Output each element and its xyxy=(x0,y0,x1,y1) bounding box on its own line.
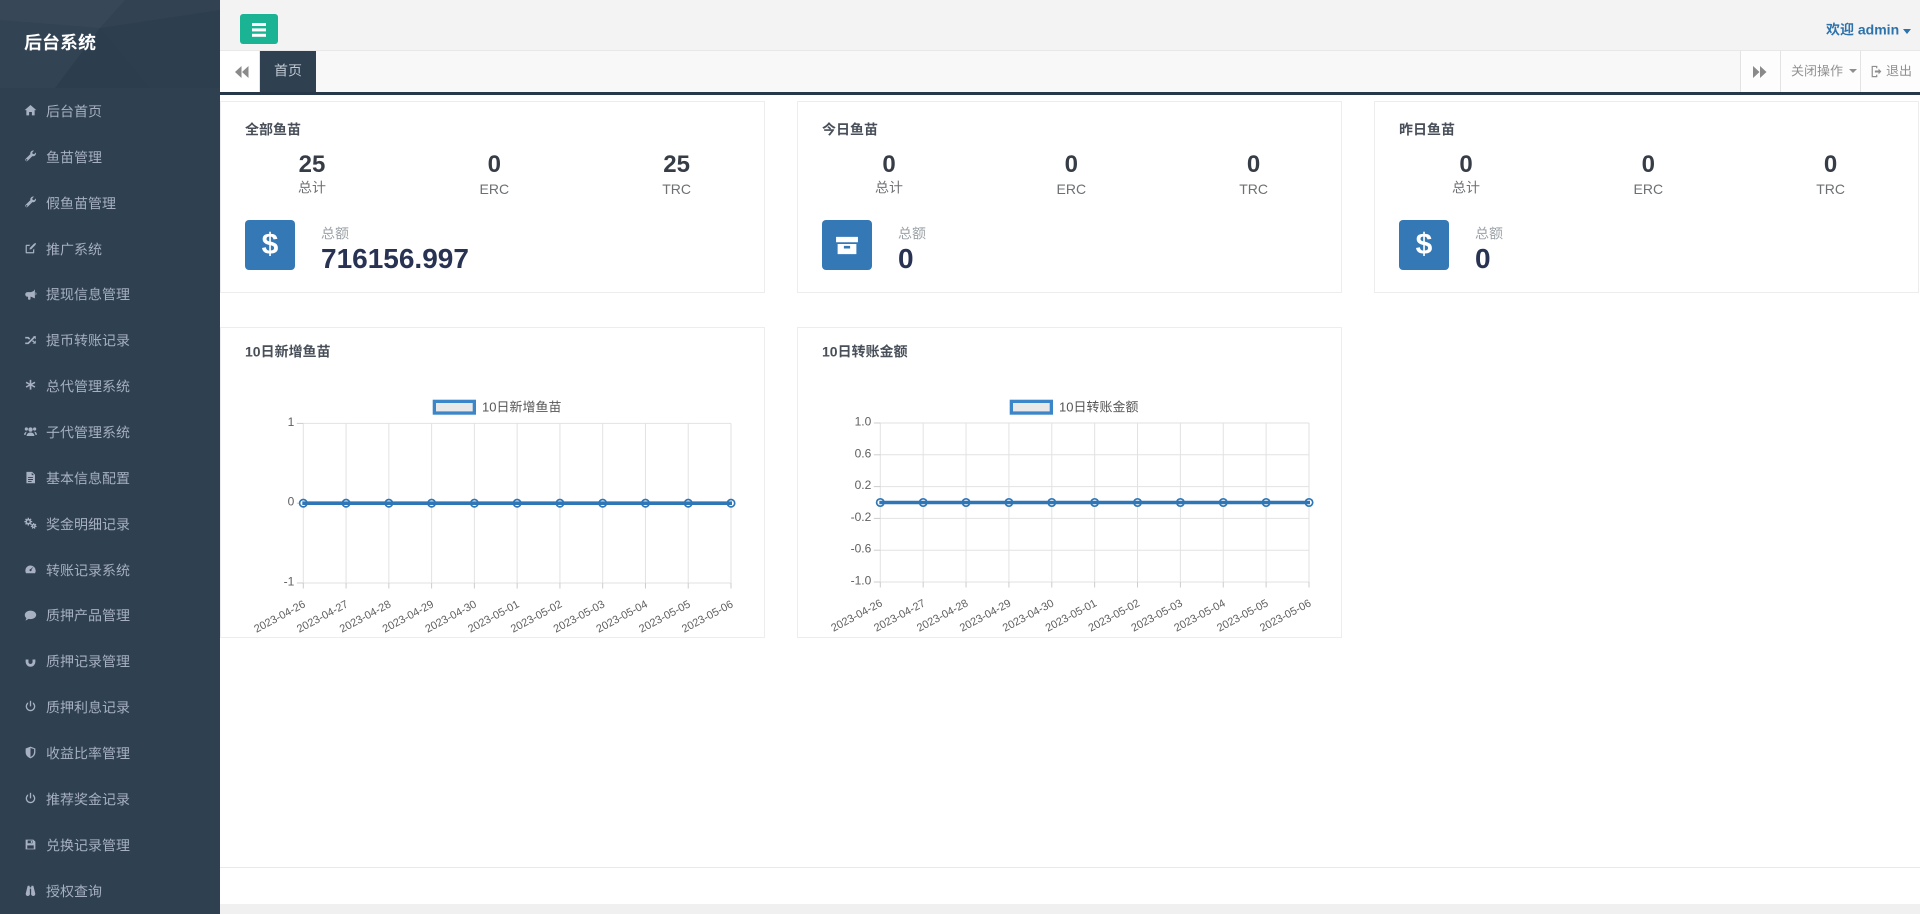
svg-text:-0.2: -0.2 xyxy=(851,510,872,524)
svg-text:admin: admin xyxy=(1854,21,1899,37)
svg-text:10: 10 xyxy=(482,399,496,414)
svg-text:1: 1 xyxy=(288,415,295,429)
svg-text:0.2: 0.2 xyxy=(855,478,872,492)
svg-text:1.0: 1.0 xyxy=(855,415,872,429)
svg-text:-1: -1 xyxy=(284,575,295,589)
svg-text:10: 10 xyxy=(1059,399,1073,414)
svg-text:-1.0: -1.0 xyxy=(851,574,872,588)
svg-text:10: 10 xyxy=(822,343,838,359)
svg-text:10: 10 xyxy=(245,343,261,359)
svg-text:-0.6: -0.6 xyxy=(851,542,872,556)
svg-text:0.6: 0.6 xyxy=(855,446,872,460)
svg-text:0: 0 xyxy=(288,495,295,509)
